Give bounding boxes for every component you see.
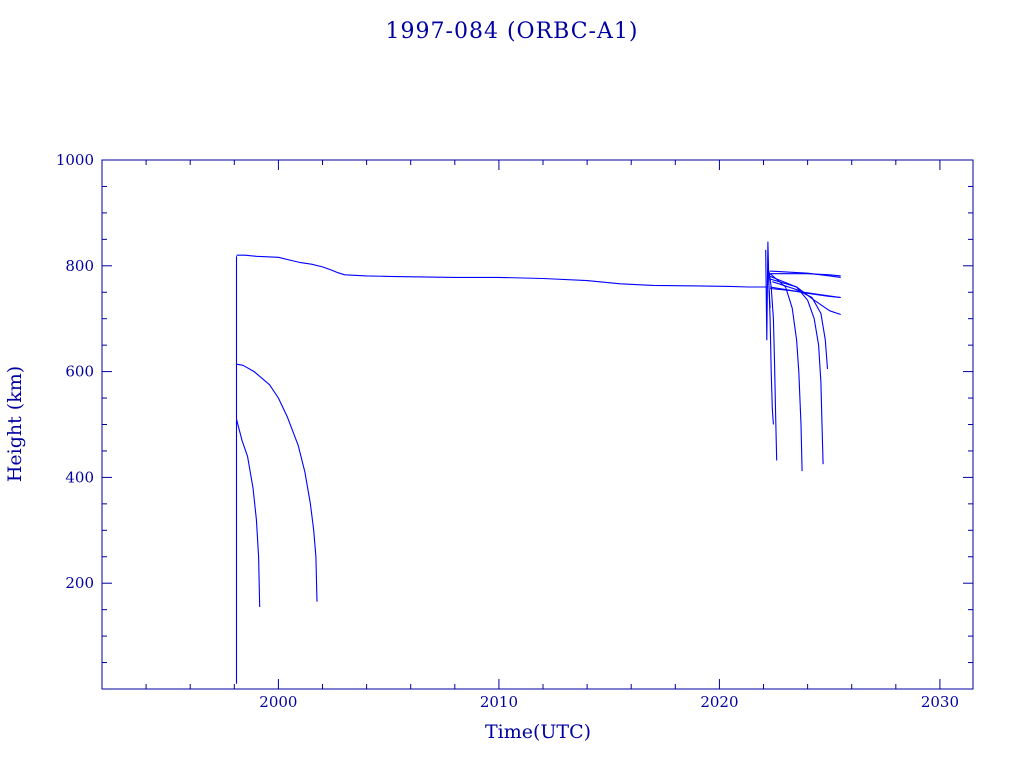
x-axis-label: Time(UTC) xyxy=(485,721,591,743)
y-tick-label: 600 xyxy=(65,363,94,381)
y-tick-labels: 200 400 600 800 1000 xyxy=(56,151,94,592)
y-axis-label: Height (km) xyxy=(4,366,26,482)
x-tick-label: 2010 xyxy=(480,693,518,711)
series-line-11 xyxy=(769,275,841,316)
x-tick-label: 2000 xyxy=(259,693,297,711)
x-tick-label: 2020 xyxy=(700,693,738,711)
series-line-15 xyxy=(770,270,841,278)
y-tick-label: 400 xyxy=(65,468,94,486)
y-tick-label: 800 xyxy=(65,257,94,275)
series-group xyxy=(235,241,841,684)
series-line-7 xyxy=(768,271,778,461)
series-line-13 xyxy=(770,287,841,299)
x-tick-labels: 2000 2010 2020 2030 xyxy=(259,693,959,711)
x-tick-label: 2030 xyxy=(921,693,959,711)
series-line-10 xyxy=(772,281,829,370)
plot-frame xyxy=(101,159,974,690)
chart-title: 1997-084 (ORBC-A1) xyxy=(386,19,639,44)
y-tick-label: 200 xyxy=(65,574,94,592)
y-tick-label: 1000 xyxy=(56,151,94,169)
major-ticks xyxy=(102,159,973,689)
minor-ticks xyxy=(102,160,973,689)
series-line-6 xyxy=(767,257,774,425)
series-line-2 xyxy=(236,254,768,288)
series-line-3 xyxy=(236,363,318,602)
series-line-4 xyxy=(235,419,261,608)
series-line-9 xyxy=(769,278,824,465)
series-line-8 xyxy=(769,273,803,472)
